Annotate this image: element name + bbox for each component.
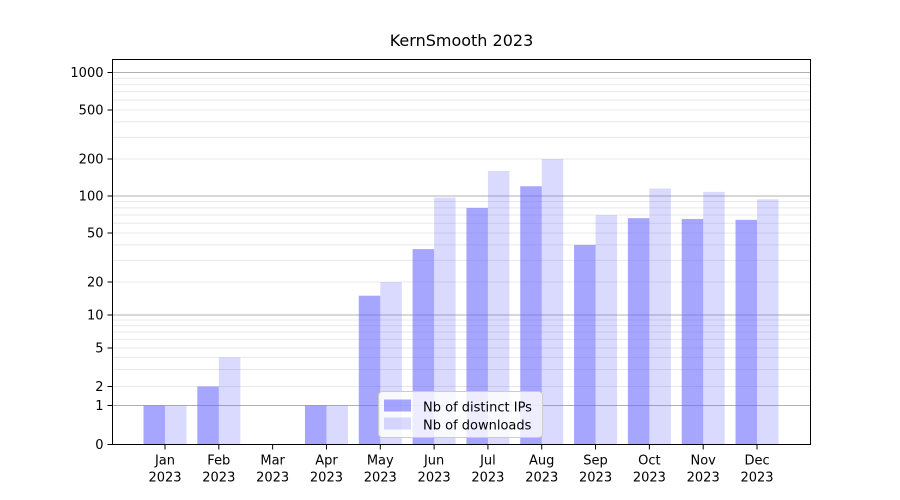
x-axis-ticks (164, 444, 758, 450)
x-tick-label-year-mar: 2023 (256, 471, 289, 486)
legend-swatch-downloads (384, 417, 411, 430)
y-tick-label-10: 10 (87, 309, 104, 324)
legend-box (378, 391, 543, 438)
x-tick-label-month-nov: Nov (691, 454, 717, 469)
legend-label-distinct-ips: Nb of distinct IPs (423, 401, 532, 416)
legend-swatch-distinct-ips (384, 399, 411, 412)
y-tick-label-1: 1 (95, 399, 103, 414)
y-tick-label-2: 2 (95, 380, 103, 395)
y-axis-labels: 0 1 2 5 10 20 50 100 200 500 1000 (70, 66, 103, 453)
x-tick-label-year-feb: 2023 (202, 471, 235, 486)
bar-feb-downloads (218, 357, 241, 445)
x-tick-label-month-mar: Mar (260, 454, 285, 469)
x-tick-label-year-nov: 2023 (687, 471, 720, 486)
y-tick-label-100: 100 (79, 190, 104, 205)
bar-jul-distinct-ips (466, 207, 488, 445)
bar-aug-distinct-ips (520, 186, 542, 445)
x-tick-label-month-aug: Aug (529, 454, 554, 469)
plot-border (112, 59, 811, 445)
bar-nov-distinct-ips (681, 218, 704, 445)
y-axis-ticks (107, 72, 113, 445)
x-tick-label-year-oct: 2023 (633, 471, 666, 486)
x-tick-label-month-sep: Sep (583, 454, 608, 469)
x-tick-label-year-apr: 2023 (310, 471, 343, 486)
x-tick-label-month-jul: Jul (479, 454, 496, 469)
x-tick-label-year-jun: 2023 (418, 471, 451, 486)
y-tick-label-5: 5 (95, 342, 103, 357)
x-tick-label-month-feb: Feb (207, 454, 230, 469)
bar-jan-distinct-ips (143, 405, 165, 445)
legend-label-downloads: Nb of downloads (423, 419, 532, 434)
x-tick-label-year-aug: 2023 (525, 471, 558, 486)
x-tick-label-month-apr: Apr (315, 454, 338, 469)
bar-may-distinct-ips (358, 295, 381, 445)
x-tick-label-year-jan: 2023 (148, 471, 181, 486)
x-tick-label-month-jun: Jun (423, 454, 444, 469)
bar-apr-distinct-ips (304, 405, 327, 445)
bar-nov-downloads (703, 191, 725, 445)
x-tick-label-month-oct: Oct (638, 454, 660, 469)
x-tick-label-month-dec: Dec (744, 454, 769, 469)
x-axis-labels: Jan 2023 Feb 2023 Mar 2023 Apr 2023 May 2023 Jun 20… (148, 454, 773, 486)
y-tick-label-1000: 1000 (70, 66, 103, 81)
y-tick-label-20: 20 (87, 276, 104, 291)
legend: Nb of distinct IPs Nb of downloads (378, 391, 543, 438)
x-tick-label-year-dec: 2023 (740, 471, 773, 486)
x-tick-label-month-jan: Jan (154, 454, 175, 469)
bar-jun-downloads (434, 197, 456, 445)
bar-apr-downloads (326, 405, 348, 445)
bar-dec-distinct-ips (735, 219, 758, 445)
y-tick-label-0: 0 (95, 438, 103, 453)
bar-jan-downloads (165, 405, 187, 445)
x-tick-label-year-jul: 2023 (471, 471, 504, 486)
x-tick-label-year-sep: 2023 (579, 471, 612, 486)
bar-dec-downloads (757, 199, 779, 445)
bar-oct-downloads (649, 188, 671, 445)
bar-sep-downloads (595, 215, 618, 445)
x-tick-label-month-may: May (367, 454, 394, 469)
y-tick-label-50: 50 (87, 227, 104, 242)
bar-oct-distinct-ips (627, 218, 650, 445)
bar-series (143, 159, 779, 445)
bar-aug-downloads (541, 159, 564, 445)
bar-jul-downloads (487, 170, 510, 445)
x-tick-label-year-may: 2023 (364, 471, 397, 486)
y-tick-label-500: 500 (79, 104, 104, 119)
bar-feb-distinct-ips (197, 386, 219, 445)
y-tick-label-200: 200 (79, 153, 104, 168)
bar-sep-distinct-ips (574, 244, 596, 445)
chart-title: KernSmooth 2023 (390, 31, 534, 50)
